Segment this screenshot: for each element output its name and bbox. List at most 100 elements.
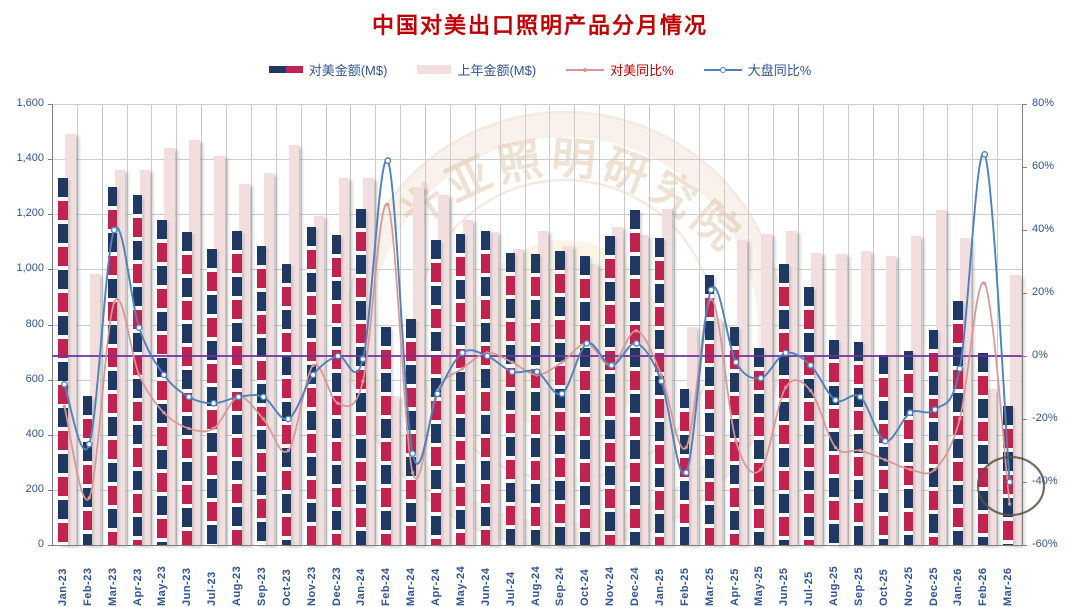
blue-line-marker (458, 349, 466, 357)
blue-line-marker (409, 450, 416, 457)
left-axis-tick (48, 379, 52, 381)
bar-prev-year-Jan-25 (661, 208, 673, 545)
red-line-marker (311, 363, 315, 368)
bar-us-amount-Jun-25 (779, 263, 789, 545)
red-line-marker (883, 458, 887, 462)
blue-line-marker (61, 380, 68, 388)
red-line-marker (361, 379, 365, 383)
bar-prev-year-Nov-24 (612, 226, 623, 545)
bar-us-amount-Jul-24 (505, 252, 516, 545)
blue-line-marker (732, 358, 740, 366)
left-axis-line (52, 104, 53, 545)
bar-prev-year-Jul-25 (811, 252, 822, 545)
blue-line-marker (284, 415, 292, 423)
bar-us-amount-Aug-24 (530, 254, 541, 545)
red-line-marker (958, 417, 962, 421)
left-axis-label: 1,400 (16, 152, 44, 165)
blue-line-marker (309, 371, 317, 379)
blue-line-marker (160, 371, 168, 379)
blue-line-marker (956, 365, 964, 372)
bar-prev-year-Jun-25 (786, 230, 797, 545)
bar-prev-year-Oct-25 (885, 255, 897, 545)
red-line-marker (510, 360, 514, 364)
blue-line-marker (359, 355, 367, 363)
red-line-marker (261, 417, 266, 421)
right-axis-line (1022, 104, 1023, 545)
bar-prev-year-Apr-24 (438, 194, 449, 545)
left-axis-label: 1,000 (16, 262, 44, 275)
blue-line-marker (931, 406, 939, 413)
left-axis-label: 1,600 (16, 97, 44, 109)
blue-line-marker (757, 374, 765, 382)
red-line-marker (62, 404, 67, 409)
red-line-marker (187, 426, 191, 431)
bar-prev-year-Jan-26 (960, 237, 971, 545)
red-line-marker (759, 467, 763, 472)
bar-prev-year-Jun-24 (487, 232, 499, 545)
bar-us-amount-Oct-25 (878, 354, 889, 545)
bar-prev-year-Nov-25 (910, 236, 922, 545)
bottom-axis-line (52, 545, 1022, 546)
pink-bar-swatch-icon (417, 65, 452, 74)
blue-line-marker (633, 339, 640, 347)
bar-prev-year-Aug-24 (537, 230, 549, 545)
chart-title: 中国对美出口照明产品分月情况 (371, 13, 708, 38)
bar-us-amount-Mar-25 (704, 274, 715, 545)
blue-line-marker (707, 286, 715, 294)
blue-line-marker (185, 393, 193, 401)
right-axis-label: -60% (1032, 538, 1058, 550)
bar-us-amount-Jan-23 (58, 178, 68, 545)
blue-line-marker (483, 352, 491, 360)
blue-line-marker (334, 352, 342, 360)
right-axis-label: -20% (1032, 412, 1058, 424)
blue-line-marker (135, 324, 143, 331)
bar-prev-year-Sep-24 (562, 245, 573, 545)
right-axis-tick (1022, 167, 1027, 168)
bar-us-amount-Dec-25 (928, 330, 938, 545)
bar-us-amount-Nov-23 (306, 226, 317, 545)
red-line-marker (386, 203, 390, 207)
red-line-marker (87, 496, 92, 500)
bar-prev-year-Nov-23 (313, 215, 325, 545)
red-line-marker (684, 445, 688, 450)
bar-prev-year-May-23 (164, 148, 175, 545)
bar-prev-year-Dec-23 (338, 178, 350, 545)
bar-us-amount-Oct-24 (580, 255, 590, 545)
dashed-bar-swatch-icon (268, 66, 303, 73)
red-line-marker (460, 366, 465, 371)
bar-prev-year-Jan-24 (363, 178, 374, 545)
left-axis-label: 600 (25, 372, 44, 385)
bar-prev-year-Jul-24 (512, 248, 524, 545)
left-axis-tick (48, 545, 52, 546)
legend-item-0: 对美金额(M$) (268, 60, 387, 79)
left-axis-label: 400 (25, 427, 44, 440)
bar-prev-year-Mar-24 (413, 186, 424, 545)
blue-line-marker (658, 377, 665, 385)
red-line-marker (560, 360, 564, 364)
left-axis-label: 200 (25, 482, 44, 495)
red-line-marker (784, 385, 788, 390)
bar-us-amount-Sep-24 (555, 251, 565, 545)
bar-prev-year-May-25 (761, 233, 772, 545)
blue-line-marker (608, 361, 615, 369)
bar-us-amount-Jul-25 (804, 287, 814, 545)
bar-prev-year-Apr-23 (139, 170, 151, 545)
left-axis-tick (48, 104, 52, 105)
red-line-marker (983, 281, 987, 286)
red-line-marker (162, 411, 166, 415)
left-axis-tick (48, 434, 52, 436)
bar-prev-year-Dec-24 (637, 234, 648, 545)
blue-line-marker (1006, 478, 1013, 486)
bar-prev-year-Feb-26 (985, 389, 996, 545)
right-axis-tick (1022, 545, 1027, 546)
red-line-us-yoy (63, 203, 1011, 505)
bar-prev-year-Aug-25 (836, 254, 847, 545)
blue-line-swatch-icon (703, 66, 742, 73)
bar-us-amount-Jun-24 (480, 230, 491, 545)
blue-line-marker (782, 349, 790, 357)
bar-prev-year-Oct-23 (288, 145, 300, 545)
legend-label: 大盘同比% (747, 63, 812, 78)
blue-line-marker (508, 368, 516, 376)
red-line-swatch-icon (566, 67, 605, 72)
